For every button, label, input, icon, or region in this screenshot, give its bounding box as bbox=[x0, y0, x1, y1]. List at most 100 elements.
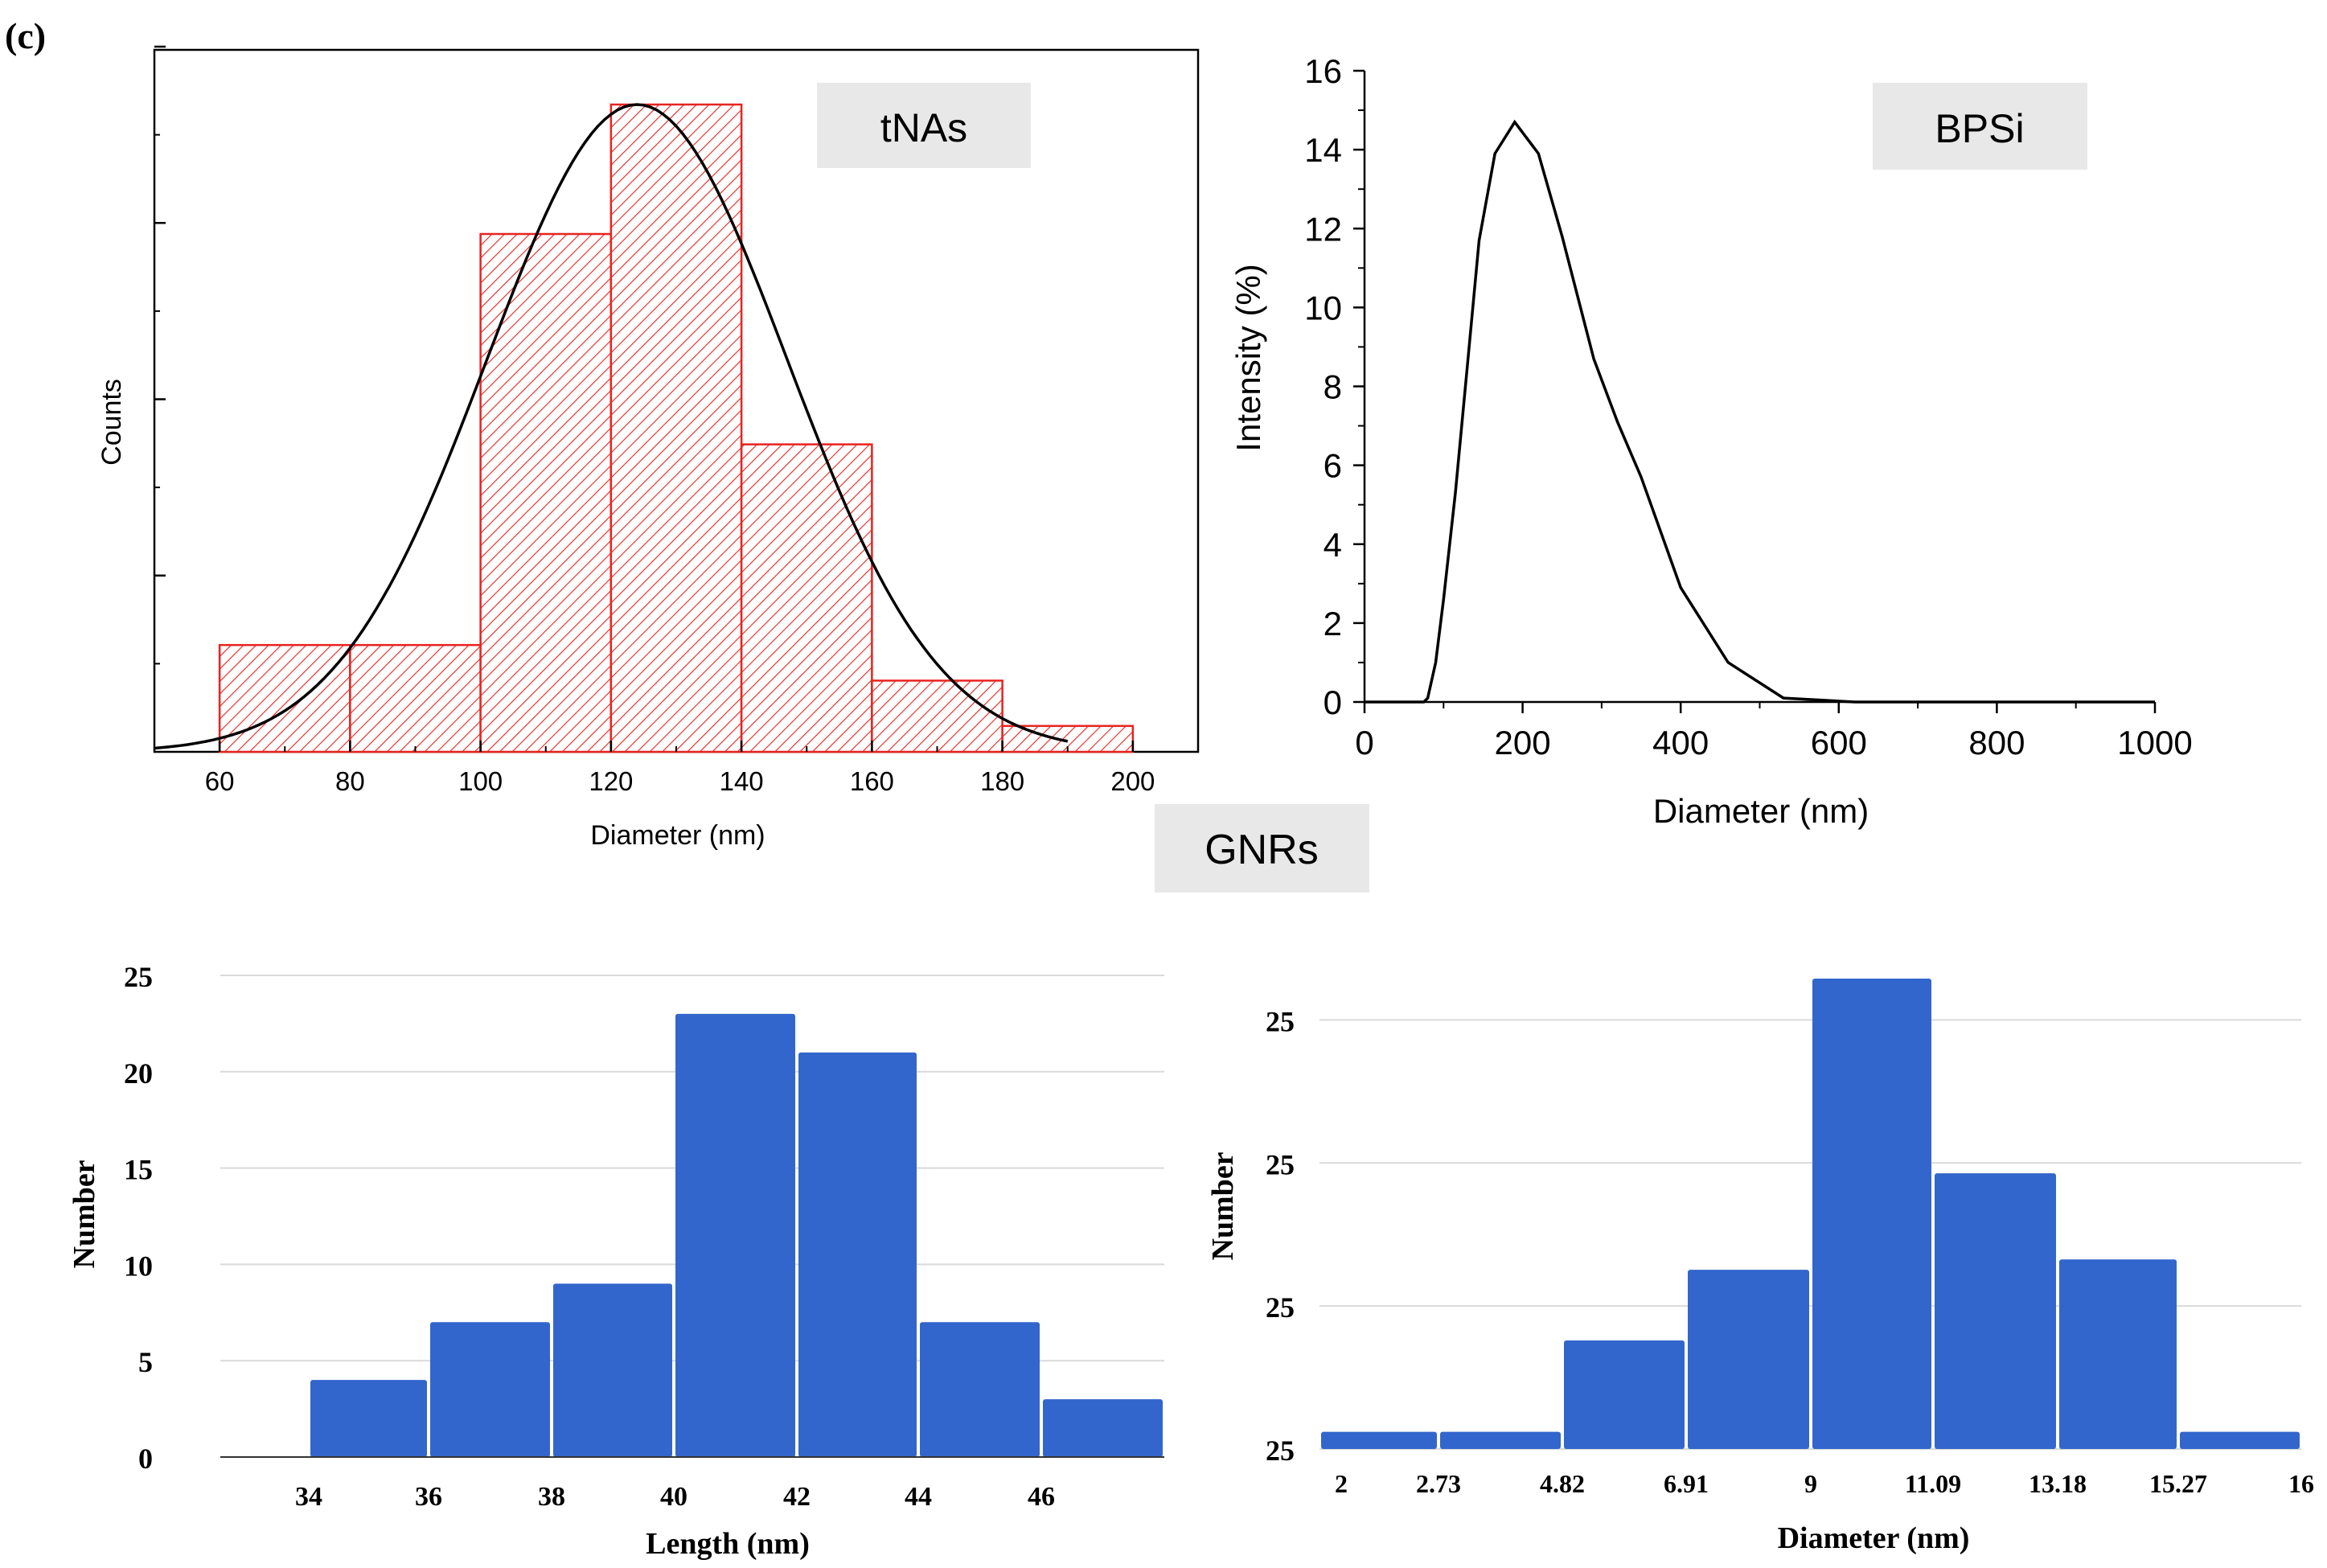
gnr-length-y-tick-label: 0 bbox=[138, 1443, 153, 1475]
gnr-length-x-tick-label: 42 bbox=[783, 1482, 811, 1512]
gnr-diameter-bar bbox=[1935, 1173, 2056, 1449]
bpsi-x-tick-label: 1000 bbox=[2117, 724, 2192, 761]
tnas-x-tick-label: 120 bbox=[589, 766, 633, 796]
tnas-histogram-chart: 60 80 100 120 140 160 180 200 tNAs Diameter (nm… bbox=[96, 45, 1200, 851]
bpsi-x-tick-label: 800 bbox=[1968, 724, 2025, 761]
gnr-length-y-tick-label: 15 bbox=[124, 1154, 153, 1186]
gnr-length-bar bbox=[430, 1322, 550, 1457]
bpsi-x-tick-label: 400 bbox=[1652, 724, 1709, 761]
bpsi-tag: BPSi bbox=[1935, 106, 2024, 151]
gnr-diameter-bar bbox=[2059, 1259, 2177, 1449]
gnr-diameter-bar bbox=[1812, 979, 1931, 1449]
gnr-diameter-x-axis-label: Diameter (nm) bbox=[1778, 1521, 1970, 1555]
gnr-diameter-x-tick-label: 2.73 bbox=[1416, 1469, 1461, 1498]
bpsi-y-tick-label: 14 bbox=[1304, 131, 1342, 169]
gnr-diameter-bar bbox=[1688, 1270, 1809, 1449]
tnas-bar bbox=[609, 103, 743, 753]
gnr-diameter-x-tick-label: 15.27 bbox=[2149, 1469, 2207, 1498]
tnas-x-tick-label: 60 bbox=[205, 766, 235, 796]
tnas-x-tick-label: 140 bbox=[720, 766, 764, 796]
bpsi-y-ticks: 0 2 4 6 8 10 12 14 16 bbox=[1304, 52, 1365, 721]
bpsi-x-ticks: 0 200 400 600 800 1000 bbox=[1355, 702, 2193, 761]
bpsi-y-tick-label: 0 bbox=[1324, 683, 1342, 721]
tnas-bar bbox=[740, 443, 873, 753]
bpsi-y-tick-label: 2 bbox=[1324, 605, 1342, 642]
tnas-bar bbox=[871, 679, 1003, 753]
tnas-x-tick-label: 80 bbox=[335, 766, 365, 796]
gnr-diameter-bar bbox=[1564, 1340, 1685, 1449]
gnr-diameter-x-ticks: 2 2.73 4.82 6.91 9 11.09 13.18 15.27 16 bbox=[1335, 1469, 2314, 1498]
bpsi-y-tick-label: 16 bbox=[1304, 52, 1342, 90]
gnr-diameter-x-tick-label: 4.82 bbox=[1540, 1469, 1585, 1498]
tnas-bar bbox=[218, 643, 351, 753]
gnr-length-x-axis-label: Length (nm) bbox=[646, 1527, 810, 1561]
gnr-length-y-tick-label: 5 bbox=[138, 1346, 153, 1378]
gnr-length-bar bbox=[920, 1322, 1040, 1457]
tnas-x-ticks: 60 80 100 120 140 160 180 200 bbox=[154, 741, 1199, 796]
tnas-x-tick-label: 100 bbox=[458, 766, 503, 796]
tnas-bar bbox=[349, 643, 482, 753]
gnr-length-bars bbox=[310, 1013, 1163, 1457]
panel-label: (c) bbox=[5, 15, 46, 56]
gnrs-tag-box bbox=[1155, 804, 1369, 893]
bpsi-y-axis-label: Intensity (%) bbox=[1229, 264, 1267, 451]
gnr-diameter-y-axis-label: Number bbox=[1206, 1151, 1240, 1260]
bpsi-y-tick-label: 6 bbox=[1324, 447, 1342, 485]
gnr-diameter-bars bbox=[1321, 979, 2300, 1449]
gnr-diameter-y-tick-label: 25 bbox=[1266, 1291, 1295, 1324]
gnr-diameter-x-tick-label: 13.18 bbox=[2029, 1469, 2087, 1498]
gnr-length-bar bbox=[310, 1380, 427, 1457]
gnr-length-y-tick-label: 25 bbox=[124, 961, 153, 993]
bpsi-x-axis-label: Diameter (nm) bbox=[1653, 792, 1869, 830]
bpsi-x-tick-label: 600 bbox=[1811, 724, 1867, 761]
tnas-y-axis-label: Counts bbox=[96, 379, 127, 466]
gnr-length-y-axis-label: Number bbox=[68, 1160, 101, 1268]
gnr-length-histogram-chart: 0 5 10 15 20 25 34 36 38 40 42 44 46 Length (nm) Nu… bbox=[68, 961, 1164, 1561]
tnas-x-tick-label: 160 bbox=[850, 766, 894, 796]
tnas-x-tick-label: 200 bbox=[1110, 766, 1155, 796]
tnas-x-axis-label: Diameter (nm) bbox=[590, 820, 765, 851]
bpsi-distribution-line bbox=[1365, 119, 2155, 704]
bpsi-x-tick-label: 0 bbox=[1355, 724, 1373, 761]
tnas-y-ticks bbox=[154, 45, 166, 665]
gnr-length-bar bbox=[798, 1052, 917, 1457]
gnr-length-bar bbox=[675, 1013, 795, 1457]
gnr-diameter-y-tick-label: 25 bbox=[1266, 1435, 1295, 1467]
gnr-diameter-x-tick-label: 9 bbox=[1804, 1469, 1817, 1498]
tnas-tag-box bbox=[817, 83, 1031, 168]
gnr-diameter-x-tick-label: 16 bbox=[2288, 1469, 2314, 1498]
tnas-tag: tNAs bbox=[880, 105, 967, 150]
gnr-diameter-y-tick-label: 25 bbox=[1266, 1148, 1295, 1180]
bpsi-y-tick-label: 12 bbox=[1304, 210, 1342, 248]
gnr-diameter-bar bbox=[1440, 1431, 1561, 1449]
gnr-length-y-tick-label: 10 bbox=[124, 1250, 153, 1282]
gnr-diameter-x-tick-label: 6.91 bbox=[1664, 1469, 1709, 1498]
gnr-length-y-tick-label: 20 bbox=[124, 1057, 153, 1090]
gnr-length-x-tick-label: 46 bbox=[1028, 1482, 1055, 1512]
gnr-diameter-bar bbox=[1321, 1431, 1437, 1449]
tnas-gaussian-fit-curve bbox=[154, 103, 1069, 750]
gnr-length-x-tick-label: 40 bbox=[660, 1482, 687, 1512]
gnr-diameter-histogram-chart: 25 25 25 25 2 2.73 4.82 6.91 9 11.09 13.18 15.27 16… bbox=[1206, 979, 2314, 1555]
bpsi-x-tick-label: 200 bbox=[1495, 724, 1551, 761]
gnrs-tag: GNRs bbox=[1205, 827, 1319, 873]
gnr-length-x-tick-label: 38 bbox=[538, 1482, 565, 1512]
bpsi-y-tick-label: 10 bbox=[1304, 289, 1342, 326]
gnr-length-bar bbox=[1043, 1399, 1163, 1457]
gnr-diameter-y-tick-label: 25 bbox=[1266, 1005, 1295, 1037]
bpsi-intensity-chart: 0 200 400 600 800 1000 0 2 4 6 8 10 12 14 16 BPSi Dia… bbox=[1229, 52, 2193, 830]
bpsi-tag-box bbox=[1873, 83, 2087, 170]
gnr-length-x-tick-label: 44 bbox=[905, 1482, 932, 1512]
gnr-diameter-x-tick-label: 2 bbox=[1335, 1469, 1348, 1498]
bpsi-y-tick-label: 4 bbox=[1324, 526, 1342, 564]
gnr-length-x-tick-label: 34 bbox=[295, 1482, 322, 1512]
gnr-length-bar bbox=[553, 1283, 672, 1457]
gnr-diameter-x-tick-label: 11.09 bbox=[1905, 1469, 1961, 1498]
gnr-diameter-bar bbox=[2180, 1431, 2300, 1449]
gnr-length-x-tick-label: 36 bbox=[415, 1482, 442, 1512]
tnas-x-tick-label: 180 bbox=[980, 766, 1024, 796]
gnr-length-x-ticks: 34 36 38 40 42 44 46 bbox=[295, 1482, 1055, 1512]
tnas-bar bbox=[479, 232, 613, 753]
tnas-bars bbox=[218, 103, 1135, 753]
